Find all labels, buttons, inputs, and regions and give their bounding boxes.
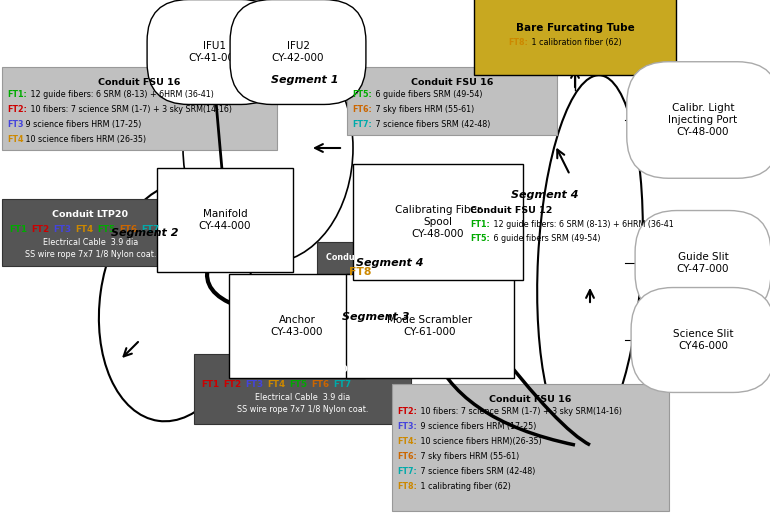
Text: 1 calibrating fiber (62): 1 calibrating fiber (62) [418,482,511,491]
Text: 9 science fibers HRM (17-25): 9 science fibers HRM (17-25) [22,120,141,129]
Text: FT7: FT7 [333,380,351,389]
Text: FT6:: FT6: [397,452,417,461]
FancyBboxPatch shape [347,67,557,135]
Text: IFU2
CY-42-000: IFU2 CY-42-000 [272,41,324,63]
Text: 1 calibration fiber (62): 1 calibration fiber (62) [529,38,621,47]
FancyBboxPatch shape [2,67,277,150]
Text: FT1: FT1 [9,225,27,234]
Text: 10 science fibers HRM (26-35): 10 science fibers HRM (26-35) [22,135,146,144]
Text: FT2:: FT2: [7,105,27,114]
Text: Segment 3: Segment 3 [342,312,410,322]
Text: 10 science fibers HRM)(26-35): 10 science fibers HRM)(26-35) [418,437,541,446]
Text: FT3: FT3 [245,380,263,389]
Text: FT2:: FT2: [397,407,417,416]
Text: Conduit FSU 12: Conduit FSU 12 [326,253,395,262]
Text: FT1:: FT1: [470,220,490,229]
Text: Calibrating Fiber
Spool
CY-48-000: Calibrating Fiber Spool CY-48-000 [395,205,481,238]
Text: FT7:: FT7: [397,467,417,476]
Text: 7 science fibers SRM (42-48): 7 science fibers SRM (42-48) [418,467,535,476]
Text: FT4: FT4 [267,380,285,389]
Text: Science Slit
CY46-000: Science Slit CY46-000 [673,329,733,351]
Text: Conduit LTPPU20: Conduit LTPPU20 [257,365,348,374]
FancyBboxPatch shape [194,354,411,424]
Text: IFU1
CY-41-000: IFU1 CY-41-000 [189,41,241,63]
Text: 9 science fibers HRM (17-25): 9 science fibers HRM (17-25) [418,422,536,431]
Text: FT1:: FT1: [7,90,27,99]
Text: FT4: FT4 [7,135,24,144]
Text: FT5: FT5 [289,380,307,389]
Text: FT4:: FT4: [397,437,417,446]
FancyBboxPatch shape [392,384,669,511]
Text: 7 science fibers SRM (42-48): 7 science fibers SRM (42-48) [373,120,490,129]
Text: Conduit FSU 16: Conduit FSU 16 [99,78,181,87]
Text: FT3:: FT3: [397,422,417,431]
Text: FT6: FT6 [311,380,329,389]
Text: Segment 4: Segment 4 [511,190,579,200]
Text: Segment 4: Segment 4 [357,258,424,268]
Text: SS wire rope 7x7 1/8 Nylon coat.: SS wire rope 7x7 1/8 Nylon coat. [237,405,368,414]
Text: Electrical Cable  3.9 dia: Electrical Cable 3.9 dia [43,238,138,247]
Text: FT5:: FT5: [352,90,372,99]
Text: FT3: FT3 [7,120,24,129]
Text: Anchor
CY-43-000: Anchor CY-43-000 [271,315,323,337]
Text: Segment 2: Segment 2 [111,228,179,238]
Text: FT7:: FT7: [352,120,372,129]
Text: FT3: FT3 [53,225,71,234]
FancyBboxPatch shape [2,199,179,266]
Text: Conduit FSU 16: Conduit FSU 16 [489,395,571,404]
Text: FT7: FT7 [141,225,159,234]
Text: 12 guide fibers: 6 SRM (8-13) + 6HRM (36-41: 12 guide fibers: 6 SRM (8-13) + 6HRM (36… [490,220,674,229]
Text: Segment 1: Segment 1 [271,75,339,85]
Text: 7 sky fibers HRM (55-61): 7 sky fibers HRM (55-61) [418,452,519,461]
Text: Electrical Cable  3.9 dia: Electrical Cable 3.9 dia [255,393,350,402]
Text: FT6:: FT6: [352,105,372,114]
Text: FT4: FT4 [75,225,93,234]
Text: 10 fibers: 7 science SRM (1-7) + 3 sky SRM(14-16): 10 fibers: 7 science SRM (1-7) + 3 sky S… [418,407,622,416]
Text: Bare Furcating Tube: Bare Furcating Tube [516,23,634,33]
Text: FT5:: FT5: [470,234,490,243]
Text: Calibr. Light
Injecting Port
CY-48-000: Calibr. Light Injecting Port CY-48-000 [668,103,738,137]
Text: Manifold
CY-44-000: Manifold CY-44-000 [199,209,251,231]
Text: Conduit FSU 16: Conduit FSU 16 [411,78,494,87]
Text: FT2: FT2 [223,380,241,389]
Text: FT1: FT1 [201,380,219,389]
Text: 10 fibers: 7 science SRM (1-7) + 3 sky SRM(14-16): 10 fibers: 7 science SRM (1-7) + 3 sky S… [28,105,232,114]
Text: Conduit LTP20: Conduit LTP20 [52,210,129,219]
Text: FT8:: FT8: [397,482,417,491]
Text: Guide Slit
CY-47-000: Guide Slit CY-47-000 [677,252,729,274]
Text: 12 guide fibers: 6 SRM (8-13) + 6HRM (36-41): 12 guide fibers: 6 SRM (8-13) + 6HRM (36… [28,90,214,99]
FancyBboxPatch shape [317,242,404,284]
Text: Mode Scrambler
CY-61-000: Mode Scrambler CY-61-000 [387,315,473,337]
Text: FT8: FT8 [350,267,372,277]
Text: FT6: FT6 [119,225,137,234]
Text: FT5: FT5 [97,225,115,234]
Text: 6 guide fibers SRM (49-54): 6 guide fibers SRM (49-54) [373,90,482,99]
Text: FT8:: FT8: [508,38,528,47]
Text: SS wire rope 7x7 1/8 Nylon coat.: SS wire rope 7x7 1/8 Nylon coat. [25,250,156,259]
Text: FT2: FT2 [31,225,49,234]
Text: Conduit FSU 12: Conduit FSU 12 [470,206,552,215]
Text: 6 guide fibers SRM (49-54): 6 guide fibers SRM (49-54) [490,234,601,243]
Text: 7 sky fibers HRM (55-61): 7 sky fibers HRM (55-61) [373,105,474,114]
